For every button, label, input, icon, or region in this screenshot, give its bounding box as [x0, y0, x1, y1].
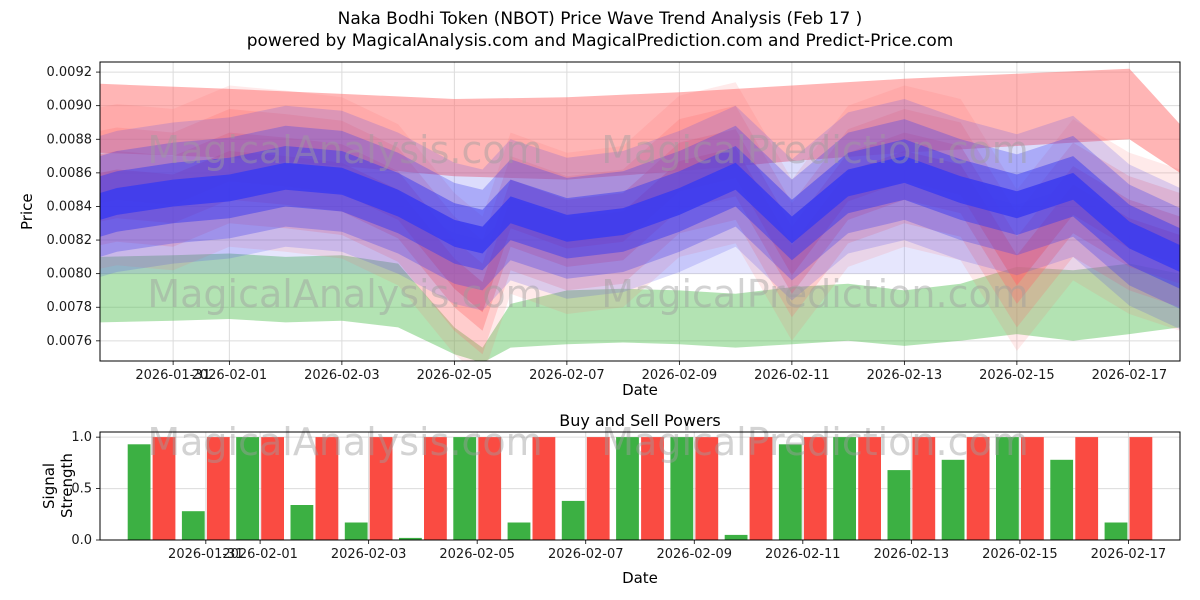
buy-bar: [290, 505, 314, 540]
y-tick-label: 0.0088: [47, 132, 93, 147]
x-tick-label: 2026-02-01: [192, 368, 268, 383]
sell-bar: [1129, 437, 1153, 540]
buy-bar: [236, 437, 259, 540]
sell-bar: [315, 437, 339, 540]
y-tick-label: 0.0084: [47, 199, 93, 214]
plot-frame: [99, 431, 1181, 541]
price-y-axis-label: Price: [18, 193, 36, 230]
y-tick-label: 0.0078: [47, 300, 93, 315]
buy-bar: [453, 437, 477, 540]
buy-bar: [670, 437, 694, 540]
y-tick-label: 1.0: [71, 430, 92, 445]
sell-bar: [1021, 437, 1044, 540]
power-x-axis-label: Date: [622, 569, 658, 587]
sell-bar: [152, 437, 176, 540]
y-tick-label: 0.0092: [47, 65, 93, 80]
x-tick-label: 2026-02-13: [874, 547, 950, 562]
y-tick-label: 0.0082: [47, 233, 93, 248]
figure-title: Naka Bodhi Token (NBOT) Price Wave Trend…: [337, 9, 863, 29]
sell-bar: [912, 437, 936, 540]
x-tick-label: 2026-01-31: [168, 547, 244, 562]
buy-bar: [399, 537, 422, 540]
x-tick-label: 2026-02-15: [979, 368, 1055, 383]
buy-bar: [724, 534, 748, 540]
buy-bar: [941, 459, 965, 540]
sell-bar: [803, 437, 827, 540]
buy-bar: [1104, 522, 1128, 540]
sell-bar: [858, 437, 881, 540]
sell-bar: [206, 437, 230, 540]
power-bars: [127, 437, 1153, 540]
x-tick-label: 2026-02-05: [417, 368, 493, 383]
price-chart-content: [100, 68, 1180, 361]
buy-bar: [1050, 459, 1074, 540]
y-tick-label: 0.0090: [47, 99, 93, 114]
y-tick-label: 0.0080: [47, 267, 93, 282]
price-chart: MagicalAnalysis.com MagicalPrediction.com…: [47, 61, 1181, 383]
x-tick-label: 2026-02-05: [439, 547, 515, 562]
buy-bar: [181, 511, 205, 540]
buy-bar: [507, 522, 531, 540]
x-tick-label: 2026-02-09: [642, 368, 718, 383]
watermark-text: MagicalPrediction.com: [601, 272, 1029, 316]
watermark-text: MagicalPrediction.com: [601, 128, 1029, 172]
buy-bar: [887, 470, 911, 540]
power-chart: MagicalAnalysis.com MagicalPrediction.com…: [71, 420, 1181, 562]
watermark-text: MagicalAnalysis.com: [147, 128, 542, 172]
sell-bar: [695, 437, 719, 540]
x-tick-label: 2026-02-15: [982, 547, 1058, 562]
watermark-text: MagicalAnalysis.com: [147, 420, 542, 464]
plot-frame: [99, 61, 1181, 362]
sell-bar: [749, 437, 773, 540]
buy-bar: [996, 437, 1019, 540]
sell-bar: [369, 437, 393, 540]
x-tick-label: 2026-02-11: [754, 368, 830, 383]
buy-bar: [833, 437, 856, 540]
price-wave-ribbon: [100, 156, 1180, 272]
sell-bar: [966, 437, 990, 540]
power-y-axis-label: Signal Strength: [40, 453, 76, 519]
sell-bar: [641, 437, 664, 540]
buy-bar: [344, 522, 368, 540]
buy-bar: [778, 444, 802, 540]
sell-bar: [1075, 437, 1099, 540]
watermark-text: MagicalPrediction.com: [601, 420, 1029, 464]
y-tick-label: 0.5: [71, 482, 92, 497]
watermark-text: MagicalAnalysis.com: [147, 272, 542, 316]
figure-subtitle: powered by MagicalAnalysis.com and Magic…: [246, 31, 954, 51]
buy-bar: [616, 437, 639, 540]
sell-bar: [586, 437, 610, 540]
power-chart-title: Buy and Sell Powers: [559, 411, 721, 430]
x-tick-label: 2026-02-03: [331, 547, 407, 562]
support-band: [100, 253, 1180, 361]
sell-bar: [532, 437, 556, 540]
sell-bar: [424, 437, 447, 540]
x-tick-label: 2026-01-31: [135, 368, 211, 383]
price-x-axis-label: Date: [622, 381, 658, 399]
x-tick-label: 2026-02-11: [765, 547, 841, 562]
x-tick-label: 2026-02-07: [529, 368, 605, 383]
buy-bar: [561, 500, 585, 540]
x-tick-label: 2026-02-03: [304, 368, 380, 383]
x-tick-label: 2026-02-01: [222, 547, 298, 562]
y-tick-label: 0.0086: [47, 166, 93, 181]
x-tick-label: 2026-02-07: [548, 547, 624, 562]
sell-bar: [478, 437, 502, 540]
x-tick-label: 2026-02-09: [656, 547, 732, 562]
sell-bar: [261, 437, 284, 540]
x-tick-label: 2026-02-13: [867, 368, 943, 383]
y-tick-label: 0.0076: [47, 334, 93, 349]
x-tick-label: 2026-02-17: [1091, 547, 1167, 562]
x-tick-label: 2026-02-17: [1092, 368, 1168, 383]
y-tick-label: 0.0: [71, 533, 92, 548]
buy-bar: [127, 444, 151, 540]
